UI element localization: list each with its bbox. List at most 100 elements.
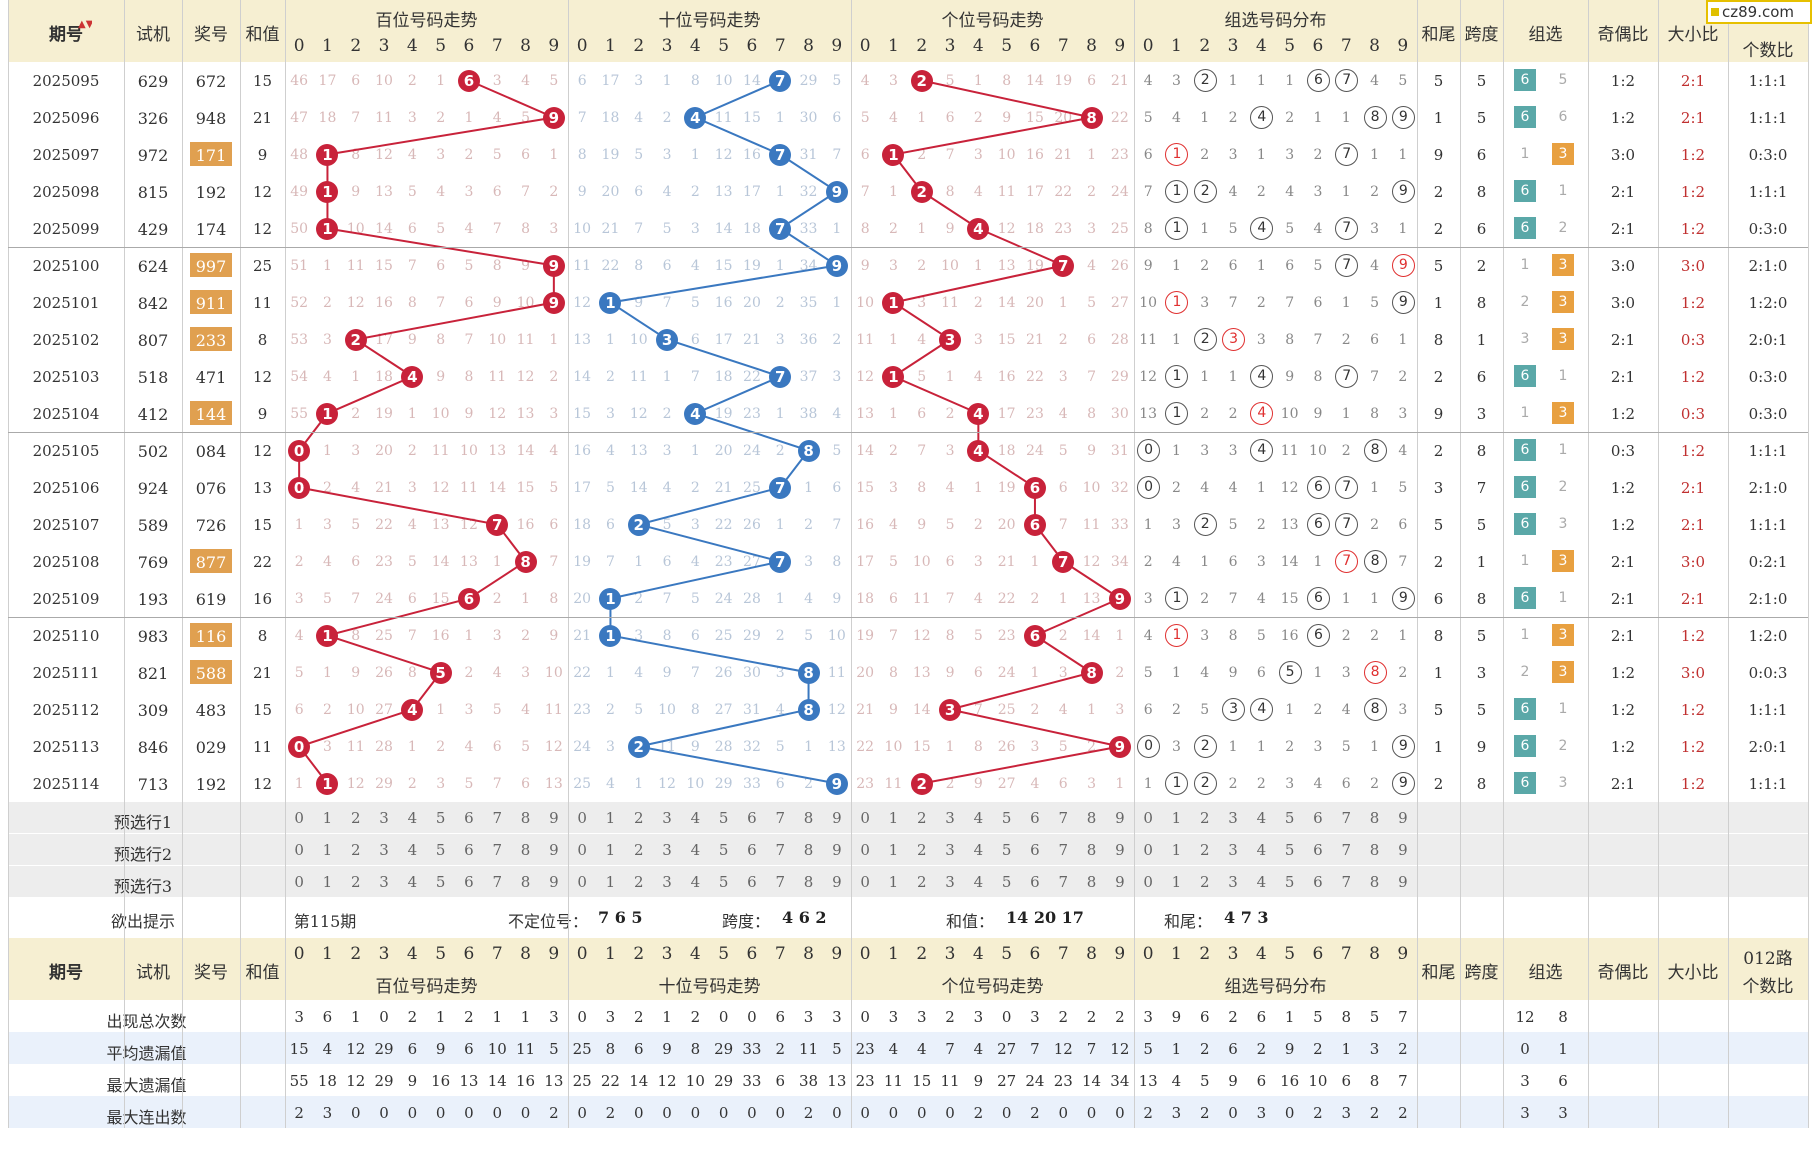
preselect-digit[interactable]: 3 <box>1228 841 1238 859</box>
preselect-digit[interactable]: 3 <box>1228 809 1238 827</box>
preselect-digit[interactable]: 9 <box>1115 809 1125 827</box>
preselect-digit[interactable]: 7 <box>492 841 503 859</box>
preselect-digit[interactable]: 6 <box>1030 873 1040 891</box>
preselect-digit[interactable]: 2 <box>350 873 361 891</box>
preselect-digit[interactable]: 2 <box>633 873 644 891</box>
preselect-digit[interactable]: 4 <box>1256 841 1267 859</box>
preselect-digit[interactable]: 4 <box>407 873 418 891</box>
preselect-digit[interactable]: 7 <box>1341 809 1352 827</box>
preselect-digit[interactable]: 6 <box>1030 809 1040 827</box>
preselect-digit[interactable]: 1 <box>1171 841 1182 859</box>
preselect-digit[interactable]: 8 <box>520 809 531 827</box>
preselect-digit[interactable]: 1 <box>888 873 899 891</box>
sort-icon[interactable]: ▲▼ <box>78 20 92 30</box>
preselect-digit[interactable]: 4 <box>973 873 984 891</box>
preselect-digit[interactable]: 7 <box>1058 809 1069 827</box>
preselect-digit[interactable]: 0 <box>860 809 870 827</box>
preselect-digit[interactable]: 4 <box>690 841 701 859</box>
preselect-digit[interactable]: 5 <box>1284 809 1295 827</box>
preselect-digit[interactable]: 3 <box>662 841 672 859</box>
preselect-digit[interactable]: 4 <box>407 841 418 859</box>
preselect-digit[interactable]: 4 <box>690 809 701 827</box>
site-logo[interactable]: cz89.com <box>1706 0 1812 24</box>
preselect-digit[interactable]: 1 <box>605 873 616 891</box>
preselect-digit[interactable]: 0 <box>577 809 587 827</box>
preselect-digit[interactable]: 5 <box>1001 873 1012 891</box>
preselect-digit[interactable]: 3 <box>945 809 955 827</box>
header-period[interactable]: 期号 <box>49 963 83 983</box>
preselect-digit[interactable]: 0 <box>860 841 870 859</box>
preselect-digit[interactable]: 8 <box>803 841 814 859</box>
preselect-digit[interactable]: 4 <box>1256 809 1267 827</box>
preselect-digit[interactable]: 1 <box>605 841 616 859</box>
preselect-digit[interactable]: 4 <box>973 809 984 827</box>
preselect-digit[interactable]: 7 <box>1341 873 1352 891</box>
preselect-digit[interactable]: 8 <box>803 809 814 827</box>
preselect-digit[interactable]: 3 <box>379 873 389 891</box>
preselect-digit[interactable]: 1 <box>888 841 899 859</box>
preselect-digit[interactable]: 8 <box>803 873 814 891</box>
preselect-digit[interactable]: 7 <box>492 809 503 827</box>
preselect-digit[interactable]: 0 <box>294 841 304 859</box>
preselect-digit[interactable]: 1 <box>322 809 333 827</box>
preselect-digit[interactable]: 2 <box>1199 809 1210 827</box>
preselect-digit[interactable]: 5 <box>1284 841 1295 859</box>
preselect-digit[interactable]: 9 <box>832 809 842 827</box>
preselect-digit[interactable]: 6 <box>1313 873 1323 891</box>
preselect-digit[interactable]: 1 <box>322 841 333 859</box>
preselect-digit[interactable]: 0 <box>577 873 587 891</box>
preselect-digit[interactable]: 5 <box>435 873 446 891</box>
preselect-digit[interactable]: 8 <box>1369 873 1380 891</box>
preselect-digit[interactable]: 9 <box>549 809 559 827</box>
preselect-digit[interactable]: 0 <box>294 873 304 891</box>
preselect-digit[interactable]: 8 <box>1086 873 1097 891</box>
preselect-digit[interactable]: 8 <box>520 873 531 891</box>
preselect-digit[interactable]: 4 <box>973 841 984 859</box>
preselect-digit[interactable]: 3 <box>1228 873 1238 891</box>
preselect-digit[interactable]: 9 <box>832 873 842 891</box>
preselect-digit[interactable]: 2 <box>1199 841 1210 859</box>
preselect-digit[interactable]: 9 <box>1398 841 1408 859</box>
preselect-digit[interactable]: 7 <box>492 873 503 891</box>
preselect-digit[interactable]: 1 <box>322 873 333 891</box>
preselect-digit[interactable]: 2 <box>916 809 927 827</box>
preselect-digit[interactable]: 2 <box>350 809 361 827</box>
preselect-digit[interactable]: 5 <box>435 809 446 827</box>
preselect-digit[interactable]: 7 <box>775 873 786 891</box>
preselect-digit[interactable]: 6 <box>747 809 757 827</box>
preselect-digit[interactable]: 5 <box>718 841 729 859</box>
preselect-digit[interactable]: 6 <box>1030 841 1040 859</box>
preselect-digit[interactable]: 1 <box>1171 873 1182 891</box>
preselect-digit[interactable]: 2 <box>633 809 644 827</box>
preselect-digit[interactable]: 0 <box>577 841 587 859</box>
preselect-digit[interactable]: 3 <box>379 841 389 859</box>
preselect-digit[interactable]: 4 <box>1256 873 1267 891</box>
preselect-digit[interactable]: 0 <box>1143 809 1153 827</box>
preselect-digit[interactable]: 1 <box>605 809 616 827</box>
preselect-digit[interactable]: 8 <box>1086 841 1097 859</box>
preselect-digit[interactable]: 6 <box>464 841 474 859</box>
preselect-digit[interactable]: 5 <box>718 873 729 891</box>
preselect-digit[interactable]: 9 <box>549 841 559 859</box>
preselect-digit[interactable]: 2 <box>633 841 644 859</box>
preselect-digit[interactable]: 1 <box>1171 809 1182 827</box>
preselect-digit[interactable]: 7 <box>775 809 786 827</box>
preselect-digit[interactable]: 4 <box>407 809 418 827</box>
preselect-digit[interactable]: 2 <box>916 841 927 859</box>
preselect-digit[interactable]: 6 <box>747 873 757 891</box>
preselect-digit[interactable]: 3 <box>379 809 389 827</box>
preselect-digit[interactable]: 5 <box>435 841 446 859</box>
preselect-digit[interactable]: 3 <box>945 873 955 891</box>
preselect-digit[interactable]: 7 <box>775 841 786 859</box>
preselect-digit[interactable]: 9 <box>832 841 842 859</box>
preselect-digit[interactable]: 1 <box>888 809 899 827</box>
header-period[interactable]: 期号 <box>49 25 83 45</box>
preselect-digit[interactable]: 0 <box>1143 873 1153 891</box>
preselect-digit[interactable]: 6 <box>464 873 474 891</box>
preselect-digit[interactable]: 6 <box>464 809 474 827</box>
preselect-digit[interactable]: 7 <box>1341 841 1352 859</box>
preselect-digit[interactable]: 6 <box>747 841 757 859</box>
preselect-digit[interactable]: 8 <box>1369 809 1380 827</box>
preselect-digit[interactable]: 5 <box>1001 841 1012 859</box>
preselect-digit[interactable]: 6 <box>1313 841 1323 859</box>
